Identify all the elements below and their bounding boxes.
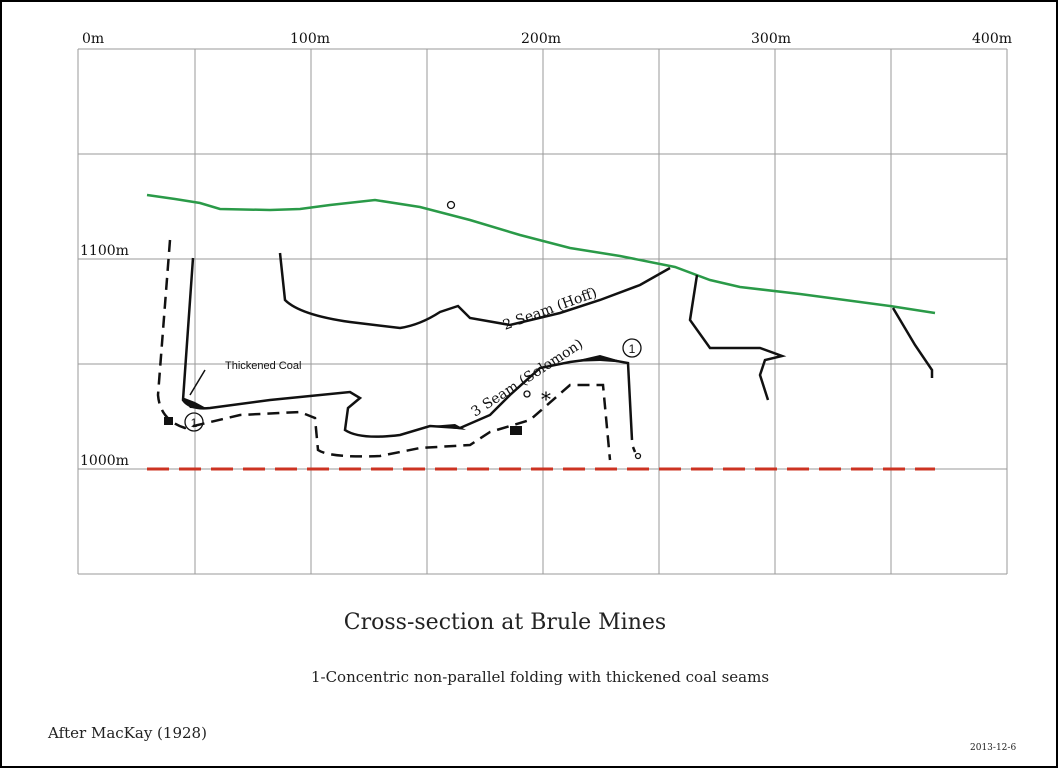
x-label: 0m (82, 31, 104, 47)
x-label: 200m (521, 31, 561, 47)
y-label: 1000m (80, 453, 129, 469)
x-label: 300m (751, 31, 791, 47)
x-label: 400m (972, 31, 1012, 47)
annotation: Thickened Coal (225, 360, 301, 372)
caption: 1-Concentric non-parallel folding with t… (311, 668, 769, 686)
title: Cross-section at Brule Mines (344, 610, 666, 635)
star: * (541, 387, 551, 411)
fold-marker: 1 (191, 416, 198, 430)
source: After MacKay (1928) (47, 724, 207, 742)
surface-line (146, 193, 936, 315)
date: 2013-12-6 (970, 743, 1016, 753)
fold-marker: 1 (629, 342, 636, 356)
coal-marks (164, 355, 628, 435)
y-label: 1100m (80, 243, 129, 259)
symbols (184, 200, 642, 460)
x-label: 100m (290, 31, 330, 47)
